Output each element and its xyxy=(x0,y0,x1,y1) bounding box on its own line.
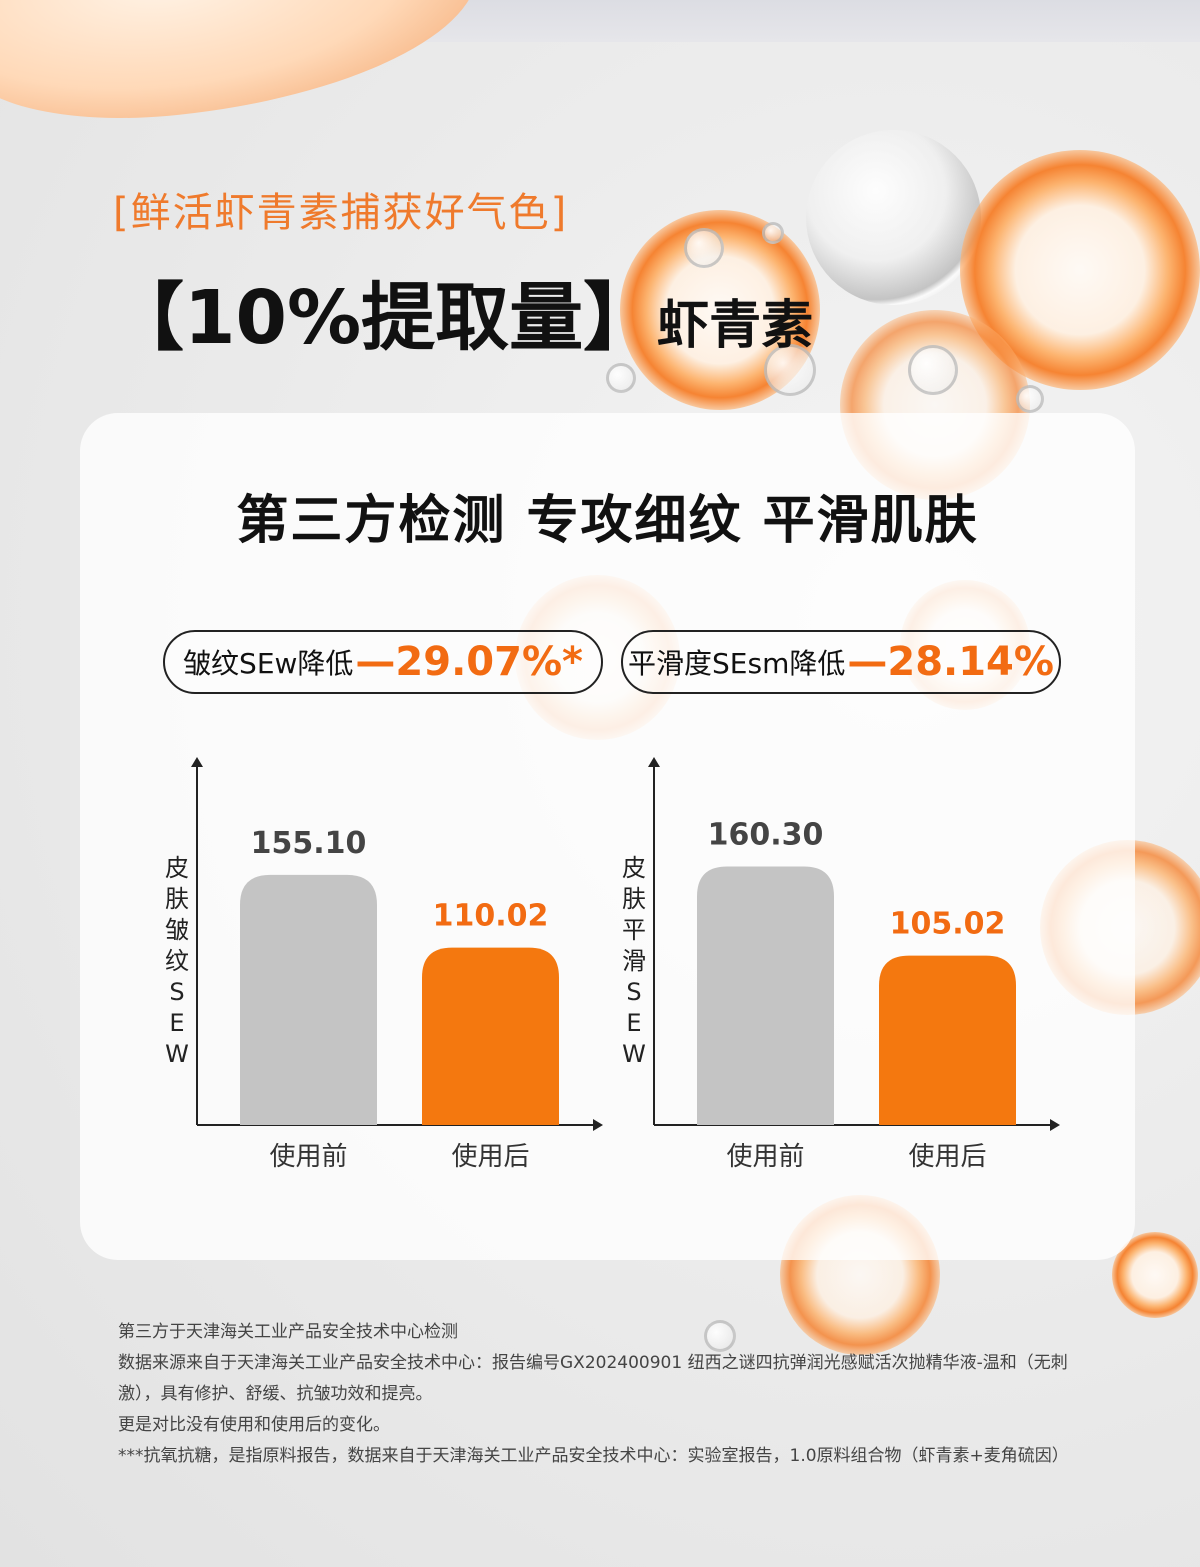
pill-value: —28.14% xyxy=(847,639,1054,685)
chart-2-value-label: 160.30 xyxy=(708,818,824,853)
headline: 【10%提取量】虾青素 xyxy=(110,258,813,365)
pill-value: —29.07%* xyxy=(355,639,583,685)
chart-1-bar-after xyxy=(422,947,559,1125)
chart-1-y-axis-label: 皮肤皱纹SEW xyxy=(165,854,189,1068)
chart-2-y-axis-label: 皮肤平滑SEW xyxy=(622,854,646,1068)
chart-1-category-label: 使用前 xyxy=(269,1142,347,1172)
smoothness-reduction-pill: 平滑度SEsm降低 —28.14% xyxy=(621,630,1061,694)
bubble-decoration xyxy=(1112,1232,1198,1318)
headline-product: 虾青素 xyxy=(657,296,814,356)
chart-1-bar-before xyxy=(240,874,377,1125)
bubble-decoration xyxy=(908,345,958,395)
chart-1-category-label: 使用后 xyxy=(451,1142,529,1172)
footnotes: 第三方于天津海关工业产品安全技术中心检测 数据来源来自于天津海关工业产品安全技术… xyxy=(118,1317,1108,1472)
subtitle: [鲜活虾青素捕获好气色] xyxy=(113,190,569,236)
bubble-decoration xyxy=(762,222,784,244)
chart-2-bar-before xyxy=(697,866,834,1125)
pill-label: 平滑度SEsm降低 xyxy=(628,647,846,680)
chart-2-value-label: 105.02 xyxy=(890,907,1006,942)
chart-1-y-axis-arrow xyxy=(191,757,203,767)
chart-2-y-axis-arrow xyxy=(648,757,660,767)
card-title: 第三方检测 专攻细纹 平滑肌肤 xyxy=(236,491,979,551)
bubble-decoration xyxy=(606,363,636,393)
bubble-decoration xyxy=(704,1320,736,1352)
chart-1-x-axis-arrow xyxy=(593,1119,603,1131)
headline-main: 【10%提取量】 xyxy=(110,275,658,361)
chart-2-bar-after xyxy=(879,955,1016,1125)
wrinkle-reduction-pill: 皱纹SEw降低 —29.07%* xyxy=(163,630,603,694)
bubble-decoration xyxy=(1016,385,1044,413)
footnote: 数据来源来自于天津海关工业产品安全技术中心：报告编号GX202400901 纽西… xyxy=(118,1353,1068,1404)
bubble-decoration xyxy=(764,344,816,396)
bubble-decoration xyxy=(806,130,981,305)
chart-2-category-label: 使用后 xyxy=(908,1142,986,1172)
chart-2-category-label: 使用前 xyxy=(726,1142,804,1172)
chart-1-value-label: 155.10 xyxy=(251,826,367,861)
chart-2-x-axis-arrow xyxy=(1050,1119,1060,1131)
pill-label: 皱纹SEw降低 xyxy=(183,647,354,680)
chart-1-value-label: 110.02 xyxy=(433,899,549,934)
bubble-decoration xyxy=(684,228,724,268)
footnote: ***抗氧抗糖，是指原料报告，数据来自于天津海关工业产品安全技术中心：实验室报告… xyxy=(118,1446,1069,1466)
footnote: 第三方于天津海关工业产品安全技术中心检测 xyxy=(118,1322,458,1342)
footnote: 更是对比没有使用和使用后的变化。 xyxy=(118,1415,390,1435)
